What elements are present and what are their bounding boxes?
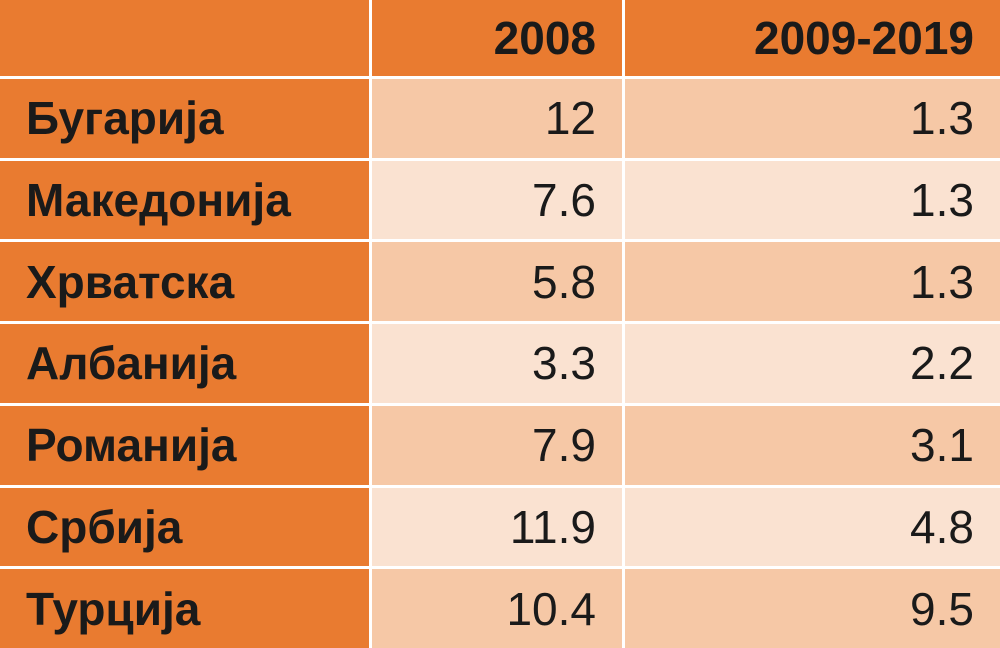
row-label: Турција [0, 569, 369, 648]
cell-value: 10.4 [372, 569, 622, 648]
row-label: Бугарија [0, 79, 369, 158]
cell-value: 3.3 [372, 324, 622, 403]
cell-value: 5.8 [372, 242, 622, 322]
header-corner [0, 0, 369, 76]
cell-value: 9.5 [625, 569, 1000, 648]
row-label: Македонија [0, 160, 369, 240]
cell-value: 1.3 [625, 242, 1000, 322]
cell-value: 3.1 [625, 405, 1000, 485]
column-header: 2008 [372, 0, 622, 76]
row-label: Албанија [0, 324, 369, 403]
cell-value: 1.3 [625, 79, 1000, 158]
row-label: Хрватска [0, 242, 369, 322]
cell-value: 4.8 [625, 487, 1000, 567]
cell-value: 12 [372, 79, 622, 158]
cell-value: 11.9 [372, 487, 622, 567]
row-label: Србија [0, 487, 369, 567]
column-header: 2009-2019 [625, 0, 1000, 76]
cell-value: 2.2 [625, 324, 1000, 403]
cell-value: 7.6 [372, 160, 622, 240]
row-label: Романија [0, 405, 369, 485]
cell-value: 1.3 [625, 160, 1000, 240]
cell-value: 7.9 [372, 405, 622, 485]
